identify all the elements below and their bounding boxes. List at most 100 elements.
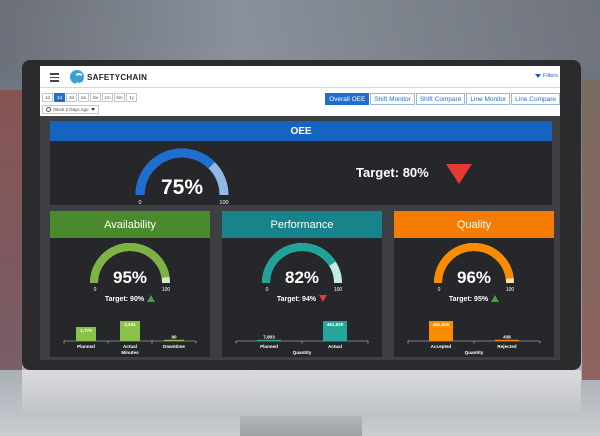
bar-category-label: Actual <box>328 344 342 349</box>
bar-axis-unit-label: Quantity <box>293 350 312 355</box>
range-pill[interactable]: 1w <box>78 93 89 102</box>
bar-value-label: 481,935 <box>327 322 344 327</box>
quality-bar-chart: 481,935 Accepted 438 Rejected Quantity <box>407 321 541 355</box>
quality-bar-rejected <box>495 339 519 341</box>
top-nav: SAFETYCHAIN Filters <box>40 66 560 88</box>
range-pill[interactable]: 3d <box>66 93 77 102</box>
range-pills: 1d 2d 3d 1w 2w 1m 6m 1y <box>42 93 137 102</box>
background-right-shelf <box>582 80 600 380</box>
quality-value: 96% <box>457 268 491 287</box>
trend-up-icon <box>147 295 156 302</box>
availability-bar-planned <box>76 327 96 341</box>
logo-text: SAFETYCHAIN <box>87 72 148 82</box>
availability-bar-actual <box>120 321 140 341</box>
quality-max: 100 <box>506 287 515 291</box>
bar-value-label: 438 <box>503 334 511 339</box>
chevron-down-icon <box>90 108 95 111</box>
quality-header: Quality <box>394 211 554 238</box>
performance-header: Performance <box>222 211 382 238</box>
bar-category-label: Planned <box>260 344 278 349</box>
bar-value-label: 7,803 <box>263 334 275 339</box>
dashboard-screen: SAFETYCHAIN Filters 1d 2d 3d 1w 2w 1m 6m 1y Sin… <box>40 66 560 360</box>
availability-header: Availability <box>50 211 210 238</box>
oee-gauge-fill <box>135 148 215 196</box>
background-left-shelf <box>0 90 22 370</box>
oee-gauge: 75% 0 100 <box>135 148 229 205</box>
monitor-chin <box>22 370 581 416</box>
menu-icon[interactable] <box>50 73 59 82</box>
performance-gauge: 82% 0 100 <box>262 243 343 291</box>
availability-target-row: Target: 90% <box>50 295 210 303</box>
oee-trend-down-icon <box>446 164 472 184</box>
quality-gauge: 96% 0 100 <box>434 243 515 291</box>
availability-max: 100 <box>162 287 171 291</box>
range-pill[interactable]: 2w <box>90 93 101 102</box>
range-pill[interactable]: 6m <box>114 93 125 102</box>
bar-value-label: 90 <box>171 334 177 339</box>
availability-value: 95% <box>113 268 147 287</box>
availability-bar-downtime <box>164 339 184 341</box>
oee-panel: OEE 75% 0 100 Target: 80% <box>50 121 552 205</box>
quality-target: Target: 95% <box>448 296 489 303</box>
quality-card: Quality 96% 0 100 Target: 95% 481,935 Acc… <box>394 211 554 357</box>
performance-max: 100 <box>334 287 343 291</box>
performance-card: Performance 82% 0 100 Target: 94% 7,803 P… <box>222 211 382 357</box>
tab-line-compare[interactable]: Line Compare <box>511 93 560 105</box>
range-pill[interactable]: 2d <box>54 93 65 102</box>
availability-gauge: 95% 0 100 <box>90 243 171 291</box>
bar-value-label: 2,531 <box>124 322 136 327</box>
quality-min: 0 <box>438 287 441 291</box>
bar-category-label: Actual <box>123 344 137 349</box>
bar-axis-unit-label: Minutes <box>121 350 139 355</box>
performance-target-row: Target: 94% <box>222 295 382 303</box>
bar-axis-unit-label: Quantity <box>465 350 484 355</box>
view-tabs: Overall OEE Shift Monitor Shift Compare Lin… <box>325 93 560 105</box>
safetychain-logo-icon <box>70 70 84 85</box>
range-pill[interactable]: 1y <box>126 93 137 102</box>
bar-category-label: Downtime <box>163 344 185 349</box>
trend-down-icon <box>319 295 328 302</box>
availability-gauge-fill <box>90 243 170 284</box>
filter-icon <box>535 74 542 78</box>
quality-target-row: Target: 95% <box>394 295 554 303</box>
oee-value: 75% <box>161 176 203 199</box>
tab-line-monitor[interactable]: Line Monitor <box>466 93 511 105</box>
background-top <box>0 0 600 70</box>
tab-overall-oee[interactable]: Overall OEE <box>325 93 370 105</box>
performance-gauge-fill <box>262 243 336 284</box>
filters-label: Filters <box>543 73 558 79</box>
bar-category-label: Rejected <box>497 344 516 349</box>
performance-bar-actual <box>323 321 347 341</box>
oee-header: OEE <box>50 121 552 141</box>
quality-gauge-fill <box>434 243 514 284</box>
bar-value-label: 481,935 <box>433 322 450 327</box>
logo: SAFETYCHAIN <box>70 70 148 85</box>
filters-button[interactable]: Filters <box>535 73 558 79</box>
range-pill[interactable]: 1d <box>42 93 53 102</box>
availability-target: Target: 90% <box>104 296 145 303</box>
bar-value-label: 1,770 <box>80 328 92 333</box>
availability-min: 0 <box>94 287 97 291</box>
oee-min: 0 <box>138 200 141 205</box>
bar-category-label: Planned <box>77 344 95 349</box>
since-dropdown[interactable]: Since 2 Days Ago <box>42 105 99 114</box>
tab-shift-compare[interactable]: Shift Compare <box>415 93 466 105</box>
oee-max: 100 <box>219 200 228 205</box>
since-label: Since 2 Days Ago <box>53 107 89 112</box>
performance-bar-planned <box>257 339 281 341</box>
range-pill[interactable]: 1m <box>102 93 113 102</box>
availability-bar-chart: 1,770 Planned 2,531 Actual 90 Downtime Minutes <box>63 321 197 355</box>
tab-shift-monitor[interactable]: Shift Monitor <box>370 93 415 105</box>
clock-icon <box>46 107 51 112</box>
performance-bar-chart: 7,803 Planned 481,935 Actual Quantity <box>235 321 369 355</box>
performance-min: 0 <box>266 287 269 291</box>
performance-value: 82% <box>285 268 319 287</box>
performance-target: Target: 94% <box>276 296 317 303</box>
bar-category-label: Accepted <box>431 344 452 349</box>
controls-bar: 1d 2d 3d 1w 2w 1m 6m 1y Since 2 Days Ago Overal… <box>40 88 560 116</box>
availability-card: Availability 95% 0 100 Target: 90% 1,770… <box>50 211 210 357</box>
quality-bar-accepted <box>429 321 453 341</box>
monitor-stand <box>240 416 362 436</box>
oee-target: Target: 80% <box>356 165 429 180</box>
trend-up-icon <box>491 295 500 302</box>
